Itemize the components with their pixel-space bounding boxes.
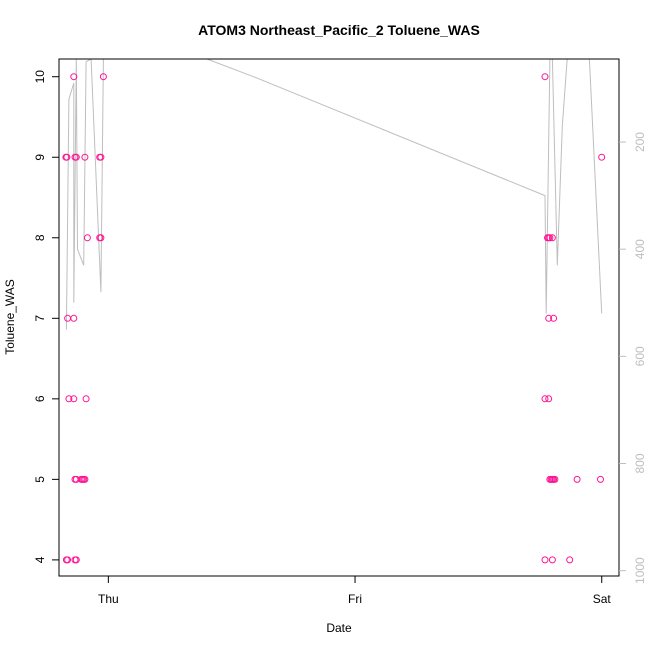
data-point — [99, 73, 107, 81]
data-point — [81, 153, 89, 161]
y-tick-label: 5 — [33, 476, 47, 483]
y2-tick-label: 400 — [633, 239, 647, 259]
data-point — [546, 234, 554, 242]
pressure-series-line — [65, 59, 603, 330]
y-tick-label: 9 — [33, 154, 47, 161]
y2-tick-label: 1000 — [633, 557, 647, 584]
data-point — [545, 395, 553, 403]
y-tick-label: 7 — [33, 315, 47, 322]
y-axis-right: 200 400 600 800 1000 — [619, 132, 647, 584]
y-axis-label: Toluene_WAS — [3, 279, 17, 355]
data-point — [541, 73, 549, 81]
y-tick-label: 8 — [33, 234, 47, 241]
x-axis: Thu Fri Sat — [98, 576, 611, 606]
data-point — [97, 153, 105, 161]
data-point — [598, 153, 606, 161]
data-point — [573, 475, 581, 483]
data-point — [548, 556, 556, 564]
data-point — [550, 314, 558, 322]
data-point — [551, 475, 559, 483]
data-point — [64, 556, 72, 564]
data-point — [82, 395, 90, 403]
data-point — [566, 556, 574, 564]
x-tick-label: Sat — [593, 592, 612, 606]
x-tick-label: Fri — [348, 592, 362, 606]
data-point — [83, 234, 91, 242]
data-point — [81, 475, 89, 483]
x-tick-label: Thu — [98, 592, 119, 606]
data-point — [70, 314, 78, 322]
data-point — [97, 234, 105, 242]
chart-title: ATOM3 Northeast_Pacific_2 Toluene_WAS — [198, 22, 480, 38]
y2-tick-label: 600 — [633, 346, 647, 366]
x-axis-label: Date — [326, 621, 352, 635]
y-tick-label: 6 — [33, 395, 47, 402]
data-point — [541, 395, 549, 403]
data-point — [70, 73, 78, 81]
y2-tick-label: 800 — [633, 453, 647, 473]
y-axis-left: 4 5 6 7 8 9 10 — [33, 70, 59, 563]
data-point — [597, 475, 604, 483]
data-point — [548, 234, 556, 242]
data-point — [545, 314, 553, 322]
data-point — [63, 153, 71, 161]
y2-tick-label: 200 — [633, 132, 647, 152]
data-point — [70, 395, 78, 403]
data-point — [541, 556, 549, 564]
data-point — [64, 314, 72, 322]
data-point — [72, 153, 80, 161]
y-tick-label: 10 — [33, 70, 47, 84]
plot-marks — [62, 59, 606, 564]
data-point — [65, 395, 73, 403]
data-point — [72, 556, 80, 564]
plot-frame — [58, 58, 620, 577]
y-tick-label: 4 — [33, 556, 47, 563]
